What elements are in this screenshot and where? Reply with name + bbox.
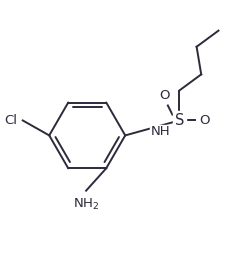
Text: Cl: Cl — [4, 114, 17, 127]
Text: NH$_2$: NH$_2$ — [73, 196, 99, 212]
Text: S: S — [175, 113, 184, 128]
Text: NH: NH — [151, 125, 170, 139]
Text: O: O — [159, 89, 170, 102]
Text: O: O — [199, 114, 209, 127]
